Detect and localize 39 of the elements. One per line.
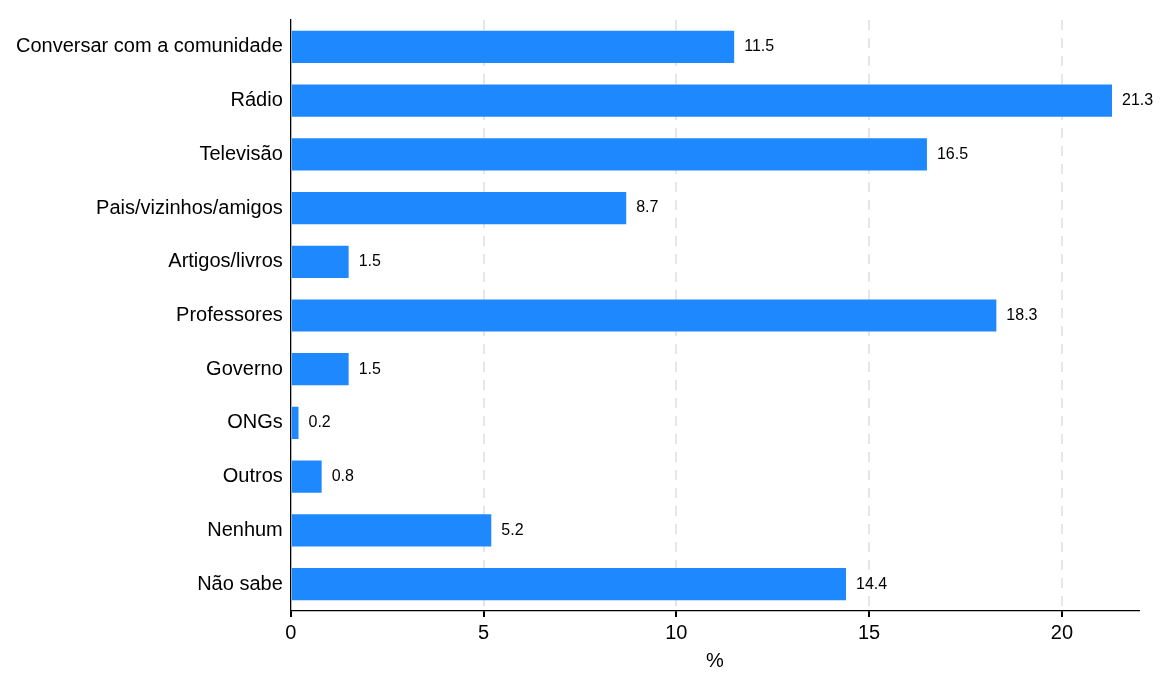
x-tick-label: 0 — [285, 620, 297, 643]
y-tick-label: Conversar com a comunidade — [16, 34, 283, 57]
y-tick-label: Nenhum — [207, 517, 283, 540]
data-label: 0.8 — [331, 467, 354, 485]
x-tick-label: 10 — [665, 620, 688, 643]
bar — [291, 514, 492, 547]
data-label: 1.5 — [358, 252, 381, 270]
bar — [291, 353, 349, 386]
data-label: 16.5 — [936, 144, 969, 162]
bar — [291, 568, 846, 601]
y-tick-label: ONGs — [227, 410, 283, 433]
y-tick-label: Artigos/livros — [168, 249, 283, 272]
data-label: 0.2 — [308, 413, 331, 431]
bar — [291, 191, 627, 225]
x-tick-label: 15 — [857, 620, 881, 643]
data-label: 18.3 — [1006, 305, 1038, 323]
x-tick-label: 5 — [478, 620, 490, 643]
y-tick-label: Rádio — [230, 88, 283, 111]
x-tick-label: 20 — [1050, 620, 1074, 643]
y-tick-label: Não sabe — [197, 571, 283, 594]
bar — [291, 138, 927, 171]
bar — [291, 299, 997, 332]
data-label: 1.5 — [358, 359, 381, 377]
y-tick-label: Pais/vizinhos/amigos — [96, 195, 283, 218]
data-label: 21.3 — [1122, 91, 1154, 108]
y-tick-label: Outros — [222, 464, 283, 487]
data-label: 5.2 — [501, 520, 524, 538]
bar — [291, 30, 735, 63]
data-label: 8.7 — [636, 198, 659, 216]
x-axis-title: % — [706, 648, 724, 671]
y-tick-label: Professores — [176, 303, 283, 326]
data-label: 11.5 — [744, 37, 775, 55]
y-tick-label: Governo — [206, 356, 283, 379]
bar — [291, 84, 1113, 117]
data-label: 14.4 — [855, 574, 888, 592]
bar — [291, 406, 299, 440]
bar — [291, 460, 322, 493]
y-tick-label: Televisão — [199, 141, 283, 164]
bar — [291, 245, 349, 278]
